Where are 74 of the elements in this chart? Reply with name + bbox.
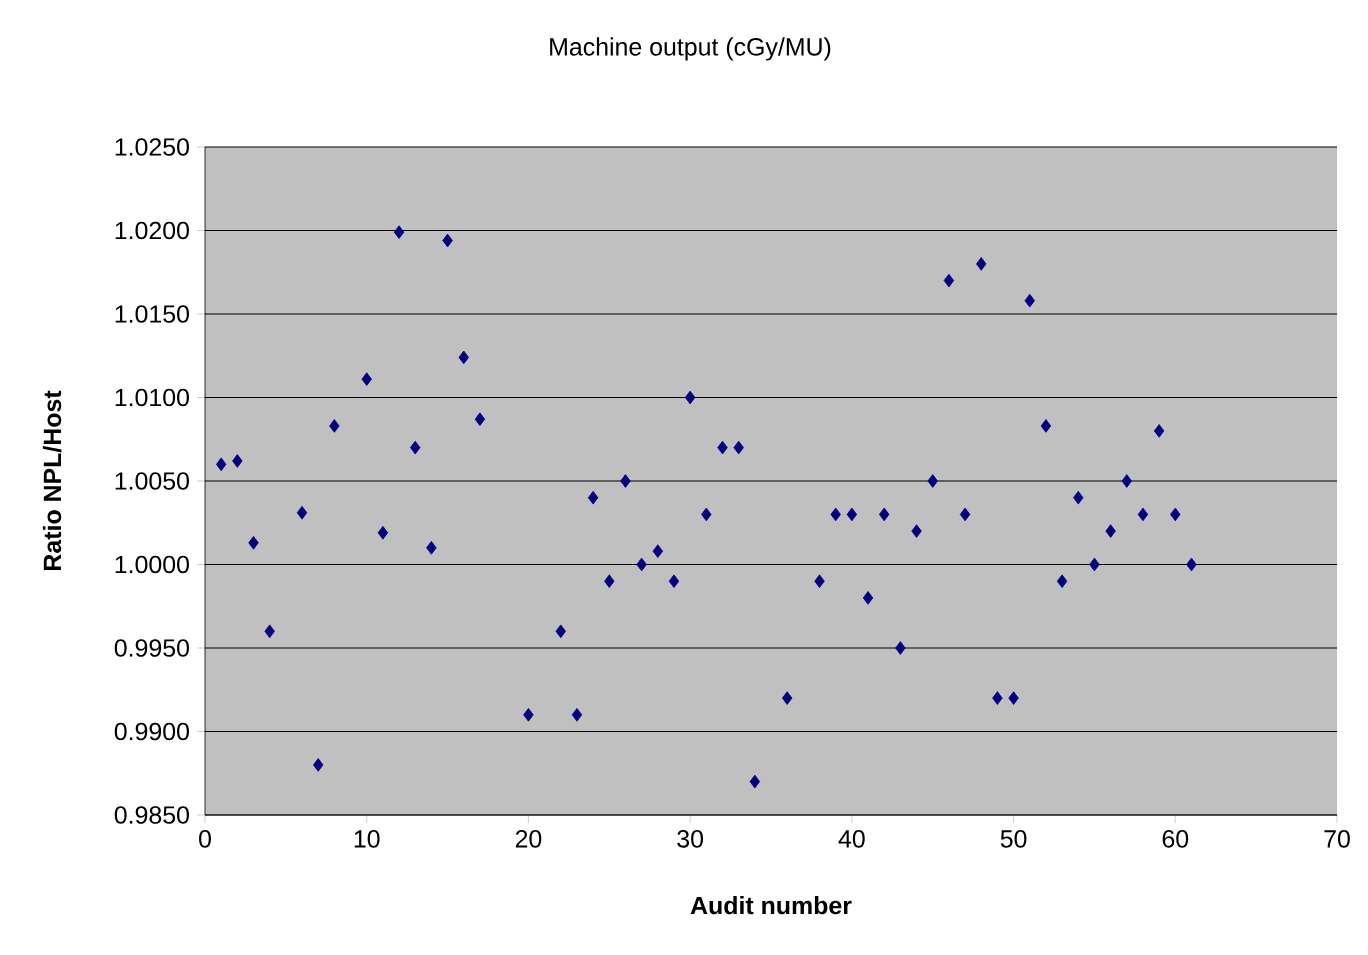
x-tick-label: 10 (354, 830, 380, 848)
point (814, 574, 825, 588)
point (442, 233, 453, 248)
point (474, 412, 486, 427)
point (1056, 574, 1068, 588)
point (361, 372, 372, 386)
point (749, 774, 761, 789)
point (232, 454, 243, 468)
point (1186, 557, 1197, 572)
x-tick-label: 70 (1324, 830, 1350, 848)
point (377, 525, 389, 540)
x-tick-label: 20 (515, 830, 542, 848)
point (1153, 424, 1165, 438)
point (976, 257, 987, 271)
point (992, 691, 1003, 705)
point (1024, 293, 1035, 308)
y-tick-label: 1.0000 (115, 555, 189, 574)
point (636, 557, 647, 572)
point (248, 535, 259, 550)
point (620, 474, 631, 488)
y-tick-label: 1.0100 (115, 388, 189, 407)
x-tick-label: 40 (838, 830, 865, 848)
point (296, 505, 308, 520)
point (879, 507, 890, 522)
chart-title: Machine output (cGy/MU) (550, 37, 831, 61)
y-tick-label: 0.9900 (114, 722, 189, 741)
point (1089, 557, 1100, 572)
point (1137, 507, 1149, 522)
point (668, 574, 680, 588)
x-tick-label: 0 (199, 830, 211, 848)
point (313, 758, 324, 772)
x-tick-label: 60 (1162, 830, 1189, 848)
point (264, 624, 275, 639)
point (410, 440, 421, 455)
point (959, 507, 971, 522)
point (1121, 474, 1132, 488)
point (927, 474, 938, 488)
y-tick-label: 0.9950 (114, 639, 189, 657)
point (652, 544, 664, 558)
y-tick-label: 1.0250 (115, 138, 189, 156)
point (1040, 419, 1052, 433)
y-tick-label: 1.0050 (115, 472, 189, 490)
x-tick-label: 30 (677, 830, 704, 848)
y-axis-title: Ratio NPL/Host (42, 390, 62, 570)
point (587, 490, 599, 505)
point (1105, 524, 1116, 538)
point (895, 641, 906, 655)
point (862, 591, 874, 605)
x-axis-title: Audit number (690, 896, 852, 915)
point (911, 524, 922, 538)
point (733, 440, 744, 455)
point (523, 708, 534, 722)
point (555, 624, 566, 639)
point (458, 350, 469, 365)
point (571, 708, 583, 722)
x-tick-label: 50 (1000, 830, 1027, 848)
y-tick-label: 1.0200 (115, 221, 189, 240)
point (1170, 507, 1181, 522)
point (393, 225, 405, 239)
point (1008, 691, 1019, 705)
point (701, 507, 712, 522)
point (1073, 490, 1084, 505)
point (830, 507, 841, 522)
y-tick-label: 0.9850 (114, 806, 189, 824)
point (215, 457, 227, 472)
point (943, 273, 955, 288)
point (846, 507, 858, 522)
point (717, 440, 728, 455)
point (426, 541, 437, 555)
point (604, 574, 615, 588)
y-tick-label: 1.0150 (115, 305, 189, 323)
point (684, 390, 696, 405)
point (329, 419, 340, 433)
point (781, 691, 793, 705)
